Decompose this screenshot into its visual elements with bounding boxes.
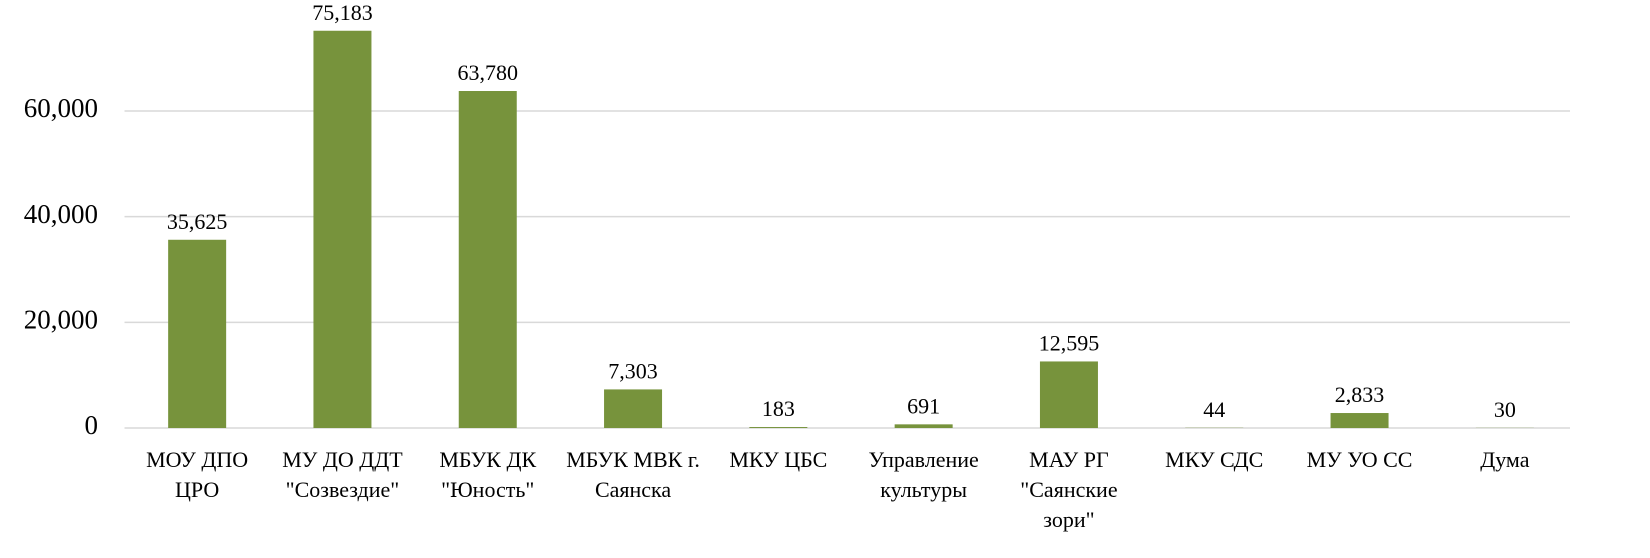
x-tick-label: МУ ДО ДДТ "Созвездие" xyxy=(282,447,403,502)
bar xyxy=(749,427,808,428)
x-tick-label: Управление культуры xyxy=(868,447,979,502)
data-label: 35,625 xyxy=(167,209,228,234)
x-tick-label: МОУ ДПО ЦРО xyxy=(146,447,249,502)
x-tick-label: МКУ СДС xyxy=(1165,447,1264,472)
data-label: 44 xyxy=(1203,397,1225,422)
data-label: 75,183 xyxy=(312,0,373,25)
x-tick-label: МБУК МВК г. Саянска xyxy=(566,447,700,502)
bar xyxy=(894,424,953,428)
x-tick-label: МКУ ЦБС xyxy=(729,447,828,472)
y-tick-label: 20,000 xyxy=(24,305,98,335)
x-tick-label: МАУ РГ "Саянские зори" xyxy=(1020,447,1118,532)
bar xyxy=(604,389,663,428)
x-tick-label: МБУК ДК "Юность" xyxy=(439,447,537,502)
data-label: 691 xyxy=(907,393,940,418)
y-tick-label: 40,000 xyxy=(24,199,98,229)
bar xyxy=(458,91,517,428)
bar xyxy=(168,239,227,428)
y-tick-label: 0 xyxy=(85,410,99,440)
bar xyxy=(1039,361,1098,428)
data-label: 30 xyxy=(1494,397,1516,422)
data-label: 7,303 xyxy=(608,358,658,383)
data-label: 63,780 xyxy=(458,60,519,85)
x-tick-label: Дума xyxy=(1480,447,1530,472)
data-label: 2,833 xyxy=(1335,382,1385,407)
y-tick-label: 60,000 xyxy=(24,93,98,123)
data-label: 183 xyxy=(762,396,795,421)
bar xyxy=(1330,413,1389,428)
data-label: 12,595 xyxy=(1039,330,1100,355)
x-tick-label: МУ УО СС xyxy=(1306,447,1413,472)
bar xyxy=(313,30,372,428)
